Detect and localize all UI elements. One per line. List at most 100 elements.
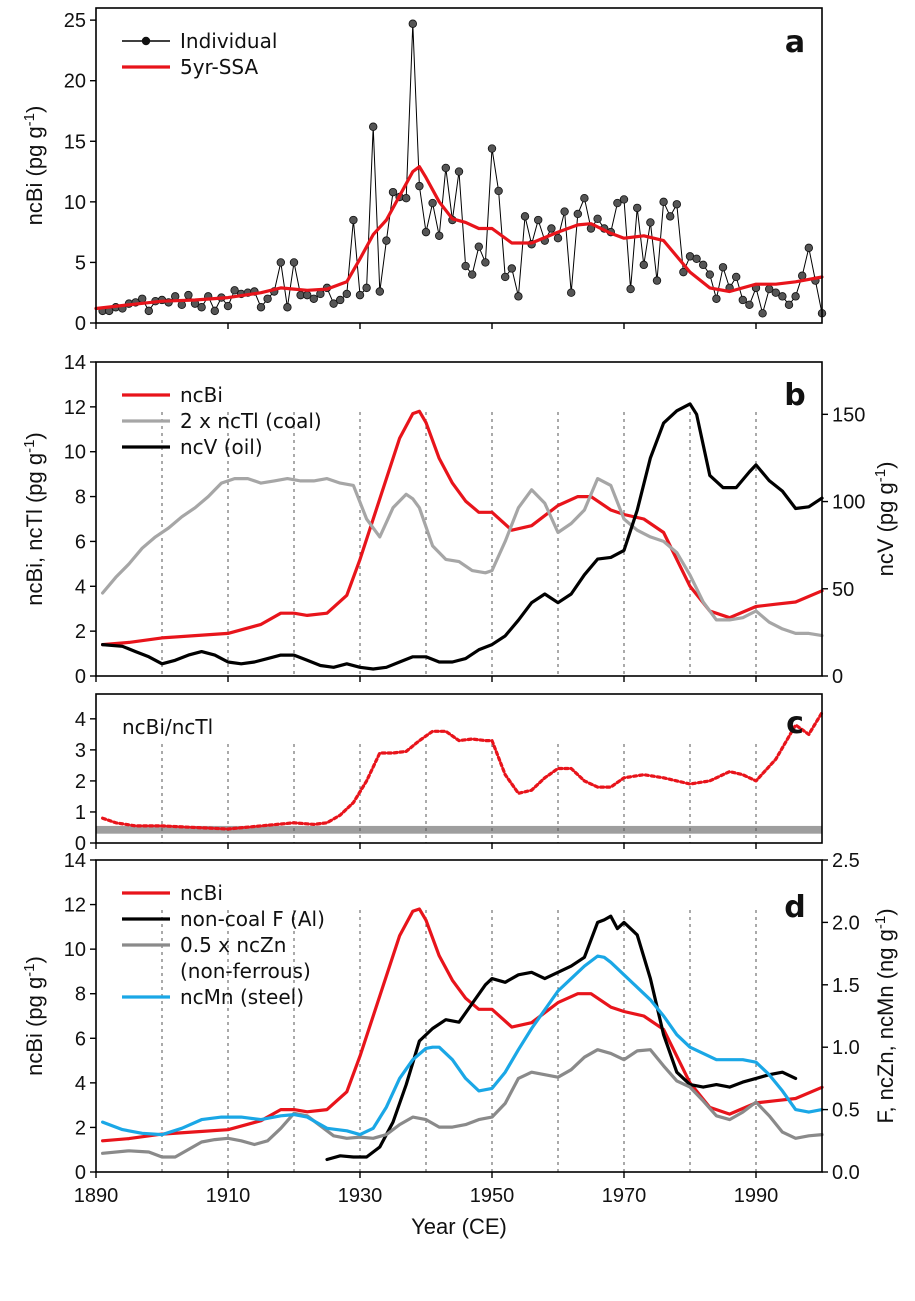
legend-label: 2 x ncTl (coal)	[180, 409, 322, 433]
y2-tick-label: 2.5	[832, 850, 860, 872]
y-tick-label: 14	[64, 352, 86, 374]
legend-label: (non-ferrous)	[180, 959, 311, 983]
legend-label: ncV (oil)	[180, 435, 263, 459]
series-ratio-line	[101, 711, 824, 831]
legend-label: Individual	[180, 29, 277, 53]
y2-tick-label: 0.0	[832, 1162, 860, 1184]
x-tick-label: 1970	[602, 1185, 647, 1207]
data-point	[170, 292, 180, 301]
y-tick-label: 3	[75, 740, 86, 762]
data-point	[560, 207, 569, 216]
data-point	[309, 294, 318, 303]
series-mn-line	[101, 954, 824, 1137]
data-point	[388, 187, 398, 197]
data-point	[633, 203, 642, 213]
data-point	[223, 301, 233, 311]
data-point	[699, 260, 708, 270]
y2-tick-label: 1.0	[832, 1037, 860, 1059]
x-tick-label: 1930	[338, 1185, 383, 1207]
data-point	[230, 286, 239, 295]
y-tick-label: 10	[64, 442, 86, 464]
data-point	[758, 309, 767, 318]
y-axis-label: ncBi, ncTl (pg g-1)	[21, 432, 47, 606]
y-tick-label: 12	[64, 397, 86, 419]
data-point	[679, 267, 688, 277]
y-axis-label: ncBi (pg g-1)	[21, 106, 47, 226]
x-tick-label: 1890	[74, 1185, 119, 1207]
data-point	[646, 218, 655, 227]
series-ncbi-line	[101, 409, 824, 647]
legend-label: non-coal F (Al)	[180, 907, 325, 931]
data-point	[421, 227, 431, 237]
data-point	[514, 292, 523, 301]
data-point	[435, 231, 444, 240]
series-ncbi-line	[101, 907, 824, 1143]
data-point	[507, 264, 516, 273]
data-point	[666, 212, 675, 221]
data-point	[547, 224, 556, 233]
y-tick-label: 15	[64, 131, 86, 153]
y2-tick-label: 100	[832, 492, 865, 514]
legend-label: 0.5 x ncZn	[180, 933, 286, 957]
data-point	[329, 299, 338, 308]
plot-frame	[95, 361, 823, 677]
data-point	[494, 186, 503, 196]
y2-tick-label: 150	[832, 404, 865, 426]
y-tick-label: 2	[75, 771, 86, 793]
data-point	[362, 283, 371, 293]
data-point	[718, 263, 728, 272]
data-point	[402, 194, 411, 203]
data-point	[619, 195, 629, 204]
data-point	[487, 144, 497, 153]
x-tick-label: 1950	[470, 1185, 515, 1207]
data-point	[355, 290, 365, 300]
x-tick-label: 1910	[206, 1185, 251, 1207]
data-point	[369, 122, 378, 131]
y-tick-label: 0	[75, 1162, 86, 1184]
panel-letter: a	[785, 25, 805, 60]
y-tick-label: 14	[64, 850, 86, 872]
data-point	[474, 242, 483, 251]
data-point	[672, 200, 681, 209]
data-point	[276, 258, 285, 267]
data-point	[613, 198, 622, 208]
x-axis: 1890 1910 1930 1950 1970 1990 Year (CE)	[74, 1185, 779, 1239]
y-tick-label: 6	[75, 531, 86, 553]
data-point	[771, 288, 780, 297]
data-point	[534, 215, 543, 225]
y-tick-label: 1	[75, 802, 86, 824]
legend-label: ncMn (steel)	[180, 985, 304, 1009]
panel-letter: b	[784, 378, 805, 413]
series-v-line	[101, 402, 824, 671]
y2-axis-label: ncV (pg g-1)	[872, 462, 898, 577]
y-tick-label: 0	[75, 833, 86, 855]
data-point	[745, 300, 754, 310]
y-tick-label: 10	[64, 939, 86, 961]
data-point	[256, 303, 266, 312]
legend-label: ncBi	[180, 881, 223, 905]
data-point	[408, 19, 417, 28]
data-point	[580, 194, 589, 203]
data-point	[501, 272, 510, 282]
y-tick-label: 12	[64, 895, 86, 917]
panel-letter: d	[784, 890, 805, 925]
y2-tick-label: 1.5	[832, 975, 860, 997]
data-point	[144, 306, 153, 316]
data-point	[263, 294, 272, 303]
data-point	[553, 233, 563, 243]
data-point	[197, 303, 206, 312]
y2-tick-label: 0.5	[832, 1100, 860, 1122]
data-point	[210, 306, 219, 316]
y-tick-label: 4	[75, 1073, 86, 1095]
y-tick-label: 25	[64, 10, 86, 32]
data-point	[481, 258, 490, 267]
data-point	[520, 212, 530, 221]
data-point	[283, 303, 292, 312]
y-tick-label: 4	[75, 709, 86, 731]
data-point	[659, 197, 668, 207]
data-point	[415, 181, 424, 191]
y-tick-label: 8	[75, 984, 86, 1006]
data-point	[468, 270, 477, 279]
plot-frame	[95, 859, 823, 1173]
data-point	[428, 198, 437, 208]
